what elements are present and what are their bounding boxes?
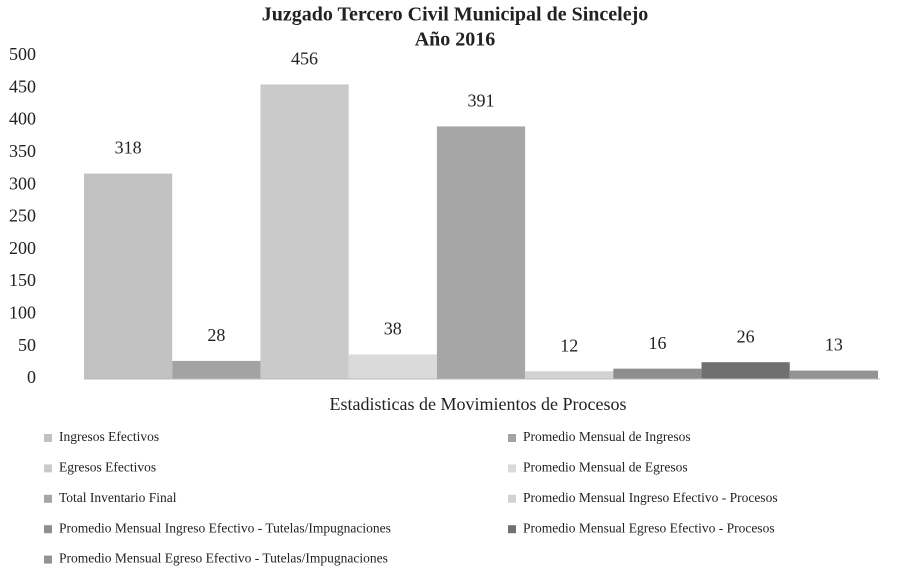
bar xyxy=(348,354,437,379)
legend-label: Total Inventario Final xyxy=(59,490,177,505)
legend-swatch xyxy=(508,494,516,503)
y-tick-label: 450 xyxy=(9,76,36,96)
legend-label: Promedio Mensual de Egresos xyxy=(523,459,688,474)
y-tick-label: 250 xyxy=(9,206,36,226)
bar xyxy=(701,362,790,379)
legend-label: Promedio Mensual Egreso Efectivo - Tutel… xyxy=(59,551,388,566)
y-tick-label: 0 xyxy=(27,367,36,387)
legend-label: Egresos Efectivos xyxy=(59,459,156,474)
legend-label: Promedio Mensual de Ingresos xyxy=(523,429,691,444)
data-label: 26 xyxy=(737,326,755,346)
data-label: 13 xyxy=(825,335,843,355)
bar xyxy=(84,173,173,379)
legend-label: Ingresos Efectivos xyxy=(59,429,159,444)
legend-label: Promedio Mensual Ingreso Efectivo - Proc… xyxy=(523,490,778,505)
y-tick-label: 100 xyxy=(9,303,36,323)
legend-swatch xyxy=(44,464,52,473)
data-label: 456 xyxy=(291,49,318,69)
data-label: 16 xyxy=(648,333,666,353)
y-tick-label: 150 xyxy=(9,270,36,290)
chart-subtitle: Año 2016 xyxy=(415,29,496,51)
bar xyxy=(525,371,614,379)
legend-swatch xyxy=(44,555,52,564)
legend-label: Promedio Mensual Egreso Efectivo - Proce… xyxy=(523,520,775,535)
y-tick-label: 500 xyxy=(9,44,36,64)
legend-swatch xyxy=(44,434,52,442)
data-label: 38 xyxy=(384,319,402,339)
y-tick-label: 350 xyxy=(9,141,36,161)
x-axis-label: Estadisticas de Movimientos de Procesos xyxy=(330,394,627,414)
bar xyxy=(436,126,526,379)
legend-swatch xyxy=(44,494,52,503)
data-label: 12 xyxy=(560,335,578,355)
data-label: 391 xyxy=(468,91,495,111)
data-label: 318 xyxy=(115,138,142,158)
bar xyxy=(789,370,878,379)
bar xyxy=(613,368,702,379)
legend-label: Promedio Mensual Ingreso Efectivo - Tute… xyxy=(59,520,391,535)
bar xyxy=(260,84,349,379)
chart-title: Juzgado Tercero Civil Municipal de Since… xyxy=(262,4,648,26)
y-tick-label: 50 xyxy=(18,335,36,355)
legend-swatch xyxy=(44,525,52,534)
legend-swatch xyxy=(508,525,516,534)
bar xyxy=(172,360,261,379)
y-tick-label: 400 xyxy=(9,109,36,129)
legend-swatch xyxy=(508,464,516,473)
legend-swatch xyxy=(508,434,516,442)
y-tick-label: 200 xyxy=(9,238,36,258)
data-label: 28 xyxy=(207,325,225,345)
y-tick-label: 300 xyxy=(9,173,36,193)
